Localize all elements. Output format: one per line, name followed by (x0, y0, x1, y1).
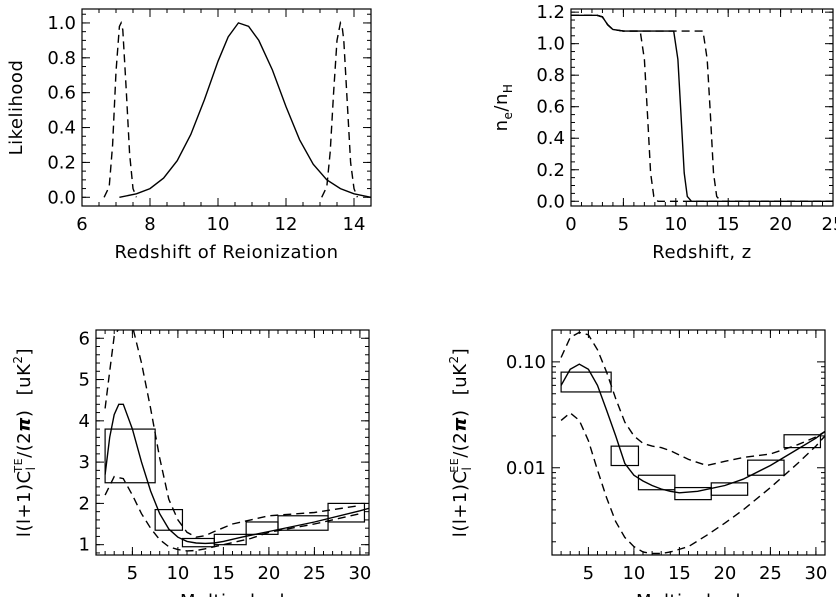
y-tick-label: 0.10 (506, 352, 546, 373)
x-tick-label: 25 (303, 563, 326, 584)
y-tick-label: 4 (79, 411, 90, 432)
x-tick-label: 5 (583, 563, 594, 584)
x-tick-label: 5 (127, 563, 138, 584)
x-tick-label: 10 (664, 214, 687, 235)
binned-data-box (560, 371, 612, 393)
x-tick-label: 30 (804, 563, 827, 584)
y-tick-label: 5 (79, 370, 90, 391)
x-tick-label: 6 (76, 214, 87, 235)
y-tick-label: 0.2 (536, 160, 565, 181)
y-tick-label: 1.0 (47, 13, 76, 34)
x-tick-label: 20 (769, 214, 792, 235)
x-tick-label: 20 (257, 563, 280, 584)
y-tick-label: 0.4 (47, 118, 76, 139)
x-tick-label: 25 (822, 214, 836, 235)
x-tick-label: 0 (565, 214, 576, 235)
binned-data-box (277, 515, 329, 531)
y-tick-label: 0.6 (47, 83, 76, 104)
dashed-series-line (560, 331, 825, 467)
y-tick-label: 0.8 (536, 65, 565, 86)
x-tick-label: 15 (212, 563, 235, 584)
solid-series-line (571, 14, 833, 202)
y-tick-label: 2 (79, 493, 90, 514)
dashed-series-line (103, 20, 138, 198)
binned-data-box (610, 445, 640, 467)
y-tick-label: 0.4 (536, 128, 565, 149)
y-axis-label: l(l+1)ClTE/(2π) [uK2] (11, 348, 38, 537)
binned-data-box (783, 434, 822, 449)
x-axis-label: Multipole, l (180, 591, 285, 597)
x-axis-label: Redshift, z (652, 242, 751, 263)
y-tick-label: 0.0 (536, 191, 565, 212)
x-tick-label: 25 (759, 563, 782, 584)
ee-spectrum-panel: 5 10 15 20 25 30 0.01 0.10 Multipole, l l(l+1)ClE… (447, 329, 827, 597)
x-tick-label: 15 (717, 214, 740, 235)
y-axis-label: ne/nH (491, 84, 515, 132)
binned-data-box (154, 508, 184, 531)
ionization-panel: 0 5 10 15 20 25 0.0 0.2 0.4 0.6 0.8 1.0 1.2 Redshift,… (491, 2, 836, 263)
dashed-series-line (571, 14, 833, 202)
te-spectrum-panel: 5 10 15 20 25 30 1 2 3 4 5 6 Multipole, l l(l+1)ClTE/… (11, 328, 371, 597)
y-tick-label: 0.2 (47, 152, 76, 173)
likelihood-panel: 6 8 10 12 14 0.0 0.2 0.4 0.6 0.8 1.0 Redshift of Re… (6, 8, 372, 263)
dashed-series-line (104, 330, 361, 538)
solid-series-line (104, 403, 369, 545)
binned-data-box (104, 428, 156, 484)
plot-frame (81, 8, 372, 207)
x-tick-label: 15 (668, 563, 691, 584)
y-tick-label: 0.8 (47, 48, 76, 69)
y-tick-label: 0.01 (506, 458, 546, 479)
solid-series-line (560, 363, 825, 494)
binned-data-box (637, 474, 676, 491)
dashed-series-line (104, 475, 361, 552)
binned-data-box (213, 533, 247, 546)
binned-data-box (327, 502, 366, 523)
dashed-series-line (321, 20, 359, 198)
y-tick-label: 6 (79, 328, 90, 349)
y-tick-label: 0.0 (47, 187, 76, 208)
y-tick-label: 3 (79, 452, 90, 473)
x-tick-label: 12 (275, 214, 298, 235)
x-tick-label: 10 (207, 214, 230, 235)
x-tick-label: 10 (622, 563, 645, 584)
x-tick-label: 10 (166, 563, 189, 584)
y-tick-label: 1 (79, 535, 90, 556)
x-tick-label: 8 (144, 214, 155, 235)
binned-data-box (710, 482, 749, 496)
y-axis-label: Likelihood (6, 60, 27, 156)
y-tick-label: 1.2 (536, 2, 565, 23)
plot-frame (570, 8, 834, 207)
x-tick-label: 30 (348, 563, 371, 584)
binned-data-box (747, 459, 785, 476)
x-axis-label: Redshift of Reionization (114, 242, 338, 263)
x-tick-label: 5 (618, 214, 629, 235)
x-axis-label: Multipole, l (636, 591, 741, 597)
solid-series-line (119, 22, 371, 198)
x-tick-label: 14 (343, 214, 366, 235)
x-tick-label: 20 (713, 563, 736, 584)
y-tick-label: 0.6 (536, 97, 565, 118)
dashed-series-line (560, 411, 825, 555)
y-axis-label: l(l+1)ClEE/(2π) [uK2] (447, 348, 474, 537)
y-tick-label: 1.0 (536, 34, 565, 55)
dashed-series-line (571, 14, 833, 202)
